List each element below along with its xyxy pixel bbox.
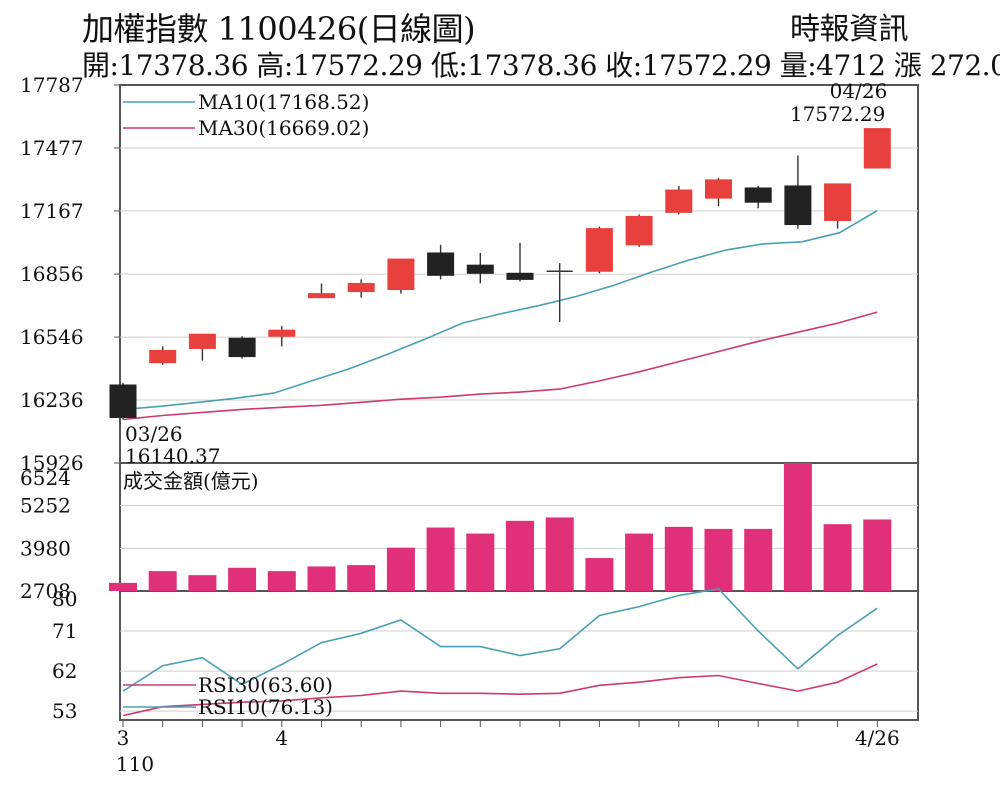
x-tick-label: 4 xyxy=(275,726,288,750)
candle-body xyxy=(188,333,216,349)
candle-body xyxy=(149,349,177,364)
volume-label: 成交金額(億元) xyxy=(123,469,259,493)
volume-bar xyxy=(664,526,693,591)
ma10-line xyxy=(122,209,878,411)
ma30-legend-label: MA30(16669.02) xyxy=(198,116,369,140)
volume-bar xyxy=(545,517,574,591)
candle-body xyxy=(427,252,455,276)
candle-body xyxy=(863,128,891,169)
x-tick-label: 3 xyxy=(117,726,130,750)
price-tick-label: 15926 xyxy=(20,451,84,475)
volume-bar xyxy=(823,524,852,591)
volume-bar xyxy=(466,533,495,591)
ma10-legend-label: MA10(17168.52) xyxy=(198,90,369,114)
candle-body xyxy=(585,228,613,272)
volume-bar xyxy=(625,533,654,591)
volume-bar xyxy=(506,520,534,591)
candle-body xyxy=(228,337,256,358)
last-annotation-date: 04/26 xyxy=(830,79,888,103)
candle-body xyxy=(109,384,137,419)
candle-body xyxy=(705,179,732,199)
candle-body xyxy=(665,189,693,213)
volume-bar xyxy=(109,582,137,591)
x-tick-label: 4/26 xyxy=(855,726,900,750)
chart-title: 加權指數 1100426(日線圖) xyxy=(82,10,476,48)
price-tick-label: 17787 xyxy=(20,73,84,97)
candle-body xyxy=(308,293,335,299)
candle-body xyxy=(784,185,812,226)
rsi10-legend-label: RSI10(76.13) xyxy=(198,695,333,719)
rsi-tick-label: 80 xyxy=(52,587,77,611)
volume-tick-label: 6524 xyxy=(20,466,71,490)
price-tick-label: 16856 xyxy=(20,262,84,286)
rsi-tick-label: 71 xyxy=(52,619,77,643)
candle-body xyxy=(268,329,296,337)
volume-tick-label: 3980 xyxy=(20,536,71,560)
candle-body xyxy=(625,215,653,246)
candle-body xyxy=(387,258,415,291)
volume-bar xyxy=(148,571,177,591)
candle-body xyxy=(347,282,375,293)
volume-bar xyxy=(386,547,415,591)
volume-bar xyxy=(347,565,376,591)
candle-body xyxy=(824,183,852,221)
ma30-line xyxy=(122,311,878,421)
candle-body xyxy=(506,272,534,280)
price-tick-label: 16236 xyxy=(20,388,84,412)
volume-tick-label: 5252 xyxy=(20,494,71,518)
low-annotation-date: 03/26 xyxy=(125,422,183,446)
source-label: 時報資訊 xyxy=(790,12,909,47)
volume-tick-label: 2708 xyxy=(20,579,71,603)
volume-bar xyxy=(744,528,773,591)
volume-bar xyxy=(863,519,892,591)
volume-bar xyxy=(228,567,257,591)
price-tick-label: 17477 xyxy=(20,136,84,160)
rsi10-line xyxy=(122,587,878,692)
ohlc-quote-line: 開:17378.36 高:17572.29 低:17378.36 收:17572… xyxy=(82,49,1000,82)
price-tick-label: 16546 xyxy=(20,325,84,349)
rsi30-line xyxy=(122,663,878,717)
low-annotation-value: 16140.37 xyxy=(125,444,220,468)
rsi-tick-label: 53 xyxy=(52,699,77,723)
candle-body xyxy=(466,264,494,274)
volume-bar xyxy=(704,528,733,591)
candle-body xyxy=(744,187,772,203)
volume-bar xyxy=(267,571,296,591)
volume-bar xyxy=(426,527,455,591)
volume-bar xyxy=(585,558,614,591)
volume-bar xyxy=(783,463,812,591)
last-annotation-value: 17572.29 xyxy=(790,102,885,126)
rsi-tick-label: 62 xyxy=(52,659,77,683)
price-tick-label: 17167 xyxy=(20,199,84,223)
x-tick-sublabel: 110 xyxy=(116,752,154,776)
volume-bar xyxy=(188,575,217,591)
volume-bar xyxy=(307,566,336,591)
rsi30-legend-label: RSI30(63.60) xyxy=(198,673,333,697)
